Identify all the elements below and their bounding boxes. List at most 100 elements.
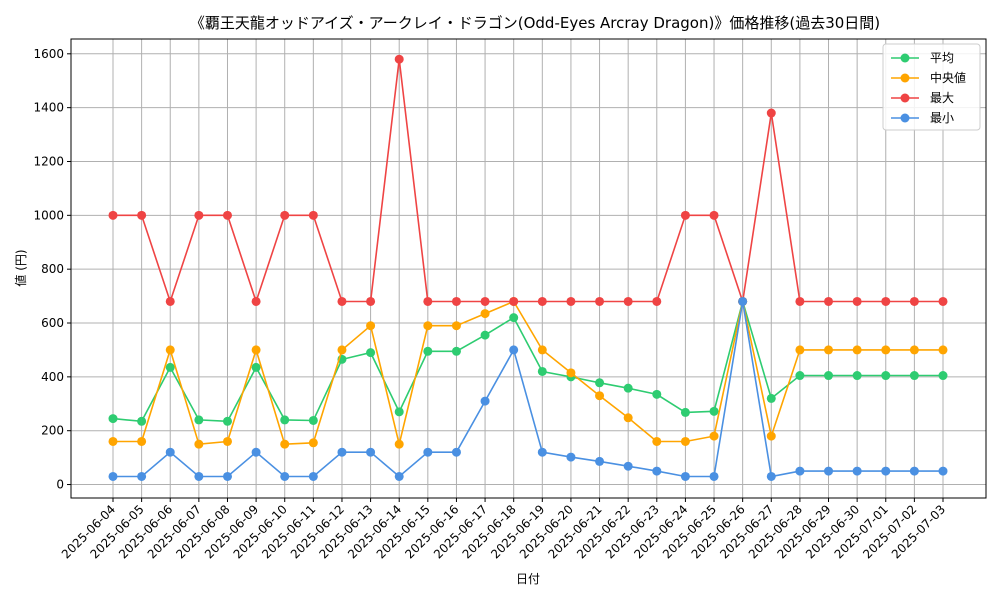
data-point bbox=[709, 471, 719, 481]
data-point bbox=[137, 436, 147, 446]
series-line bbox=[113, 301, 943, 478]
data-point bbox=[566, 368, 576, 378]
data-point bbox=[709, 406, 719, 416]
legend-item: 平均 bbox=[891, 51, 954, 65]
data-point bbox=[623, 461, 633, 471]
data-point bbox=[509, 296, 519, 306]
data-point bbox=[423, 346, 433, 356]
data-point bbox=[595, 456, 605, 466]
legend-marker bbox=[900, 73, 910, 83]
data-point bbox=[566, 296, 576, 306]
legend-marker bbox=[900, 113, 910, 123]
y-tick-label: 0 bbox=[56, 478, 64, 492]
data-point bbox=[251, 447, 261, 457]
series-中央値 bbox=[108, 296, 948, 449]
y-axis-ticks: 0 200 400 600 800 1000 1200 1400 1600 bbox=[33, 47, 71, 492]
data-point bbox=[222, 436, 232, 446]
data-point bbox=[366, 296, 376, 306]
data-point bbox=[394, 439, 404, 449]
data-point bbox=[394, 471, 404, 481]
series-最大 bbox=[108, 54, 948, 306]
data-point bbox=[537, 366, 547, 376]
data-point bbox=[795, 345, 805, 355]
data-point bbox=[222, 210, 232, 220]
data-point bbox=[652, 436, 662, 446]
data-point bbox=[652, 389, 662, 399]
data-point bbox=[824, 345, 834, 355]
data-point bbox=[108, 471, 118, 481]
data-point bbox=[738, 296, 748, 306]
data-point bbox=[394, 54, 404, 64]
data-point bbox=[251, 296, 261, 306]
data-point bbox=[165, 362, 175, 372]
data-point bbox=[251, 345, 261, 355]
legend-label: 中央値 bbox=[930, 70, 966, 85]
data-point bbox=[881, 371, 891, 381]
data-point bbox=[280, 415, 290, 425]
data-point bbox=[451, 447, 461, 457]
data-point bbox=[680, 471, 690, 481]
data-point bbox=[795, 371, 805, 381]
data-point bbox=[308, 415, 318, 425]
data-point bbox=[108, 210, 118, 220]
x-axis-ticks: 2025-06-042025-06-052025-06-062025-06-07… bbox=[59, 498, 948, 561]
data-point bbox=[394, 407, 404, 417]
data-point bbox=[480, 396, 490, 406]
data-point bbox=[852, 371, 862, 381]
series-最小 bbox=[108, 296, 948, 481]
data-point bbox=[623, 296, 633, 306]
data-point bbox=[652, 466, 662, 476]
data-point bbox=[222, 471, 232, 481]
y-tick-label: 1600 bbox=[33, 47, 64, 61]
y-axis-label: 値 (円) bbox=[13, 249, 28, 286]
data-point bbox=[766, 393, 776, 403]
data-point bbox=[909, 466, 919, 476]
legend-item: 最大 bbox=[891, 91, 954, 105]
series-line bbox=[113, 300, 943, 446]
data-point bbox=[795, 466, 805, 476]
data-point bbox=[938, 345, 948, 355]
data-point bbox=[824, 371, 834, 381]
data-point bbox=[480, 330, 490, 340]
data-point bbox=[165, 447, 175, 457]
data-point bbox=[423, 321, 433, 331]
data-point bbox=[909, 345, 919, 355]
data-point bbox=[909, 371, 919, 381]
data-point bbox=[366, 321, 376, 331]
data-point bbox=[280, 439, 290, 449]
data-point bbox=[766, 471, 776, 481]
legend-marker bbox=[900, 53, 910, 63]
y-tick-label: 1000 bbox=[33, 208, 64, 222]
data-point bbox=[194, 471, 204, 481]
data-point bbox=[194, 415, 204, 425]
data-point bbox=[308, 471, 318, 481]
data-point bbox=[537, 447, 547, 457]
data-point bbox=[308, 210, 318, 220]
data-point bbox=[709, 210, 719, 220]
data-point bbox=[652, 296, 662, 306]
y-tick-label: 200 bbox=[41, 424, 64, 438]
data-point bbox=[537, 345, 547, 355]
data-point bbox=[509, 345, 519, 355]
data-point bbox=[595, 378, 605, 388]
data-point bbox=[680, 436, 690, 446]
data-point bbox=[824, 296, 834, 306]
data-point bbox=[137, 416, 147, 426]
data-point bbox=[137, 471, 147, 481]
y-tick-label: 1200 bbox=[33, 154, 64, 168]
data-point bbox=[308, 438, 318, 448]
legend-label: 最小 bbox=[930, 111, 954, 125]
legend-item: 中央値 bbox=[891, 70, 966, 85]
data-point bbox=[852, 466, 862, 476]
data-point bbox=[680, 407, 690, 417]
data-point bbox=[480, 309, 490, 319]
data-point bbox=[881, 345, 891, 355]
legend-item: 最小 bbox=[891, 111, 954, 125]
data-point bbox=[795, 296, 805, 306]
data-point bbox=[595, 391, 605, 401]
data-point bbox=[337, 447, 347, 457]
data-point bbox=[938, 296, 948, 306]
data-point bbox=[451, 296, 461, 306]
data-point bbox=[194, 210, 204, 220]
